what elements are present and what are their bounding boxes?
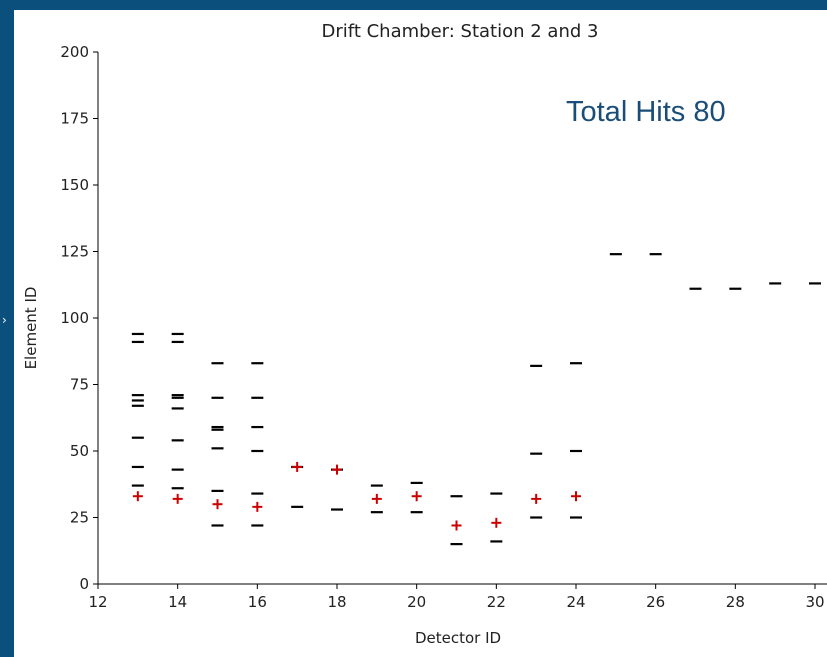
chart-frame: Drift Chamber: Station 2 and 3 12 14 16 18 2…	[14, 10, 827, 657]
total-hits-annotation: Total Hits 80	[566, 96, 726, 128]
track-point-marker	[451, 520, 462, 531]
y-tick-label: 125	[60, 243, 89, 261]
track-point-marker	[252, 501, 263, 512]
x-tick-label: 20	[407, 593, 426, 611]
y-tick-label: 75	[70, 376, 89, 394]
y-tick-label: 50	[70, 442, 89, 460]
track-point-marker	[172, 493, 183, 504]
y-tick-label: 0	[79, 575, 89, 593]
y-tick-label: 150	[60, 176, 89, 194]
x-tick-label: 30	[805, 593, 824, 611]
track-point-marker	[292, 461, 303, 472]
x-tick-label: 24	[566, 593, 585, 611]
chart-title: Drift Chamber: Station 2 and 3	[322, 21, 599, 42]
x-tick-label: 26	[646, 593, 665, 611]
chevron-right-icon: ›	[2, 313, 7, 327]
x-tick-label: 16	[248, 593, 267, 611]
track-point-marker	[491, 517, 502, 528]
y-tick-label: 100	[60, 309, 89, 327]
x-tick-label: 18	[327, 593, 346, 611]
data-marks	[131, 253, 821, 546]
y-tick-label: 25	[70, 509, 89, 527]
y-tick-label: 175	[60, 110, 89, 128]
x-tick-label: 28	[726, 593, 745, 611]
x-axis-label: Detector ID	[415, 629, 501, 647]
track-point-marker	[332, 464, 342, 475]
axes: 12 14 16 18 20 22 24 26 28 30 0 25 50 75 100 125 150 175 2…	[60, 43, 827, 611]
track-point-marker	[531, 493, 542, 504]
x-tick-label: 14	[168, 593, 187, 611]
track-point-marker	[371, 493, 382, 504]
track-point-marker	[132, 491, 143, 502]
x-tick-label: 12	[88, 593, 107, 611]
y-axis-label: Element ID	[22, 287, 40, 370]
scatter-plot: Drift Chamber: Station 2 and 3 12 14 16 18 2…	[22, 21, 827, 647]
track-point-marker	[571, 491, 581, 502]
track-point-marker	[411, 491, 422, 502]
y-tick-label: 200	[60, 43, 89, 61]
x-tick-label: 22	[487, 593, 506, 611]
track-point-marker	[212, 499, 223, 510]
